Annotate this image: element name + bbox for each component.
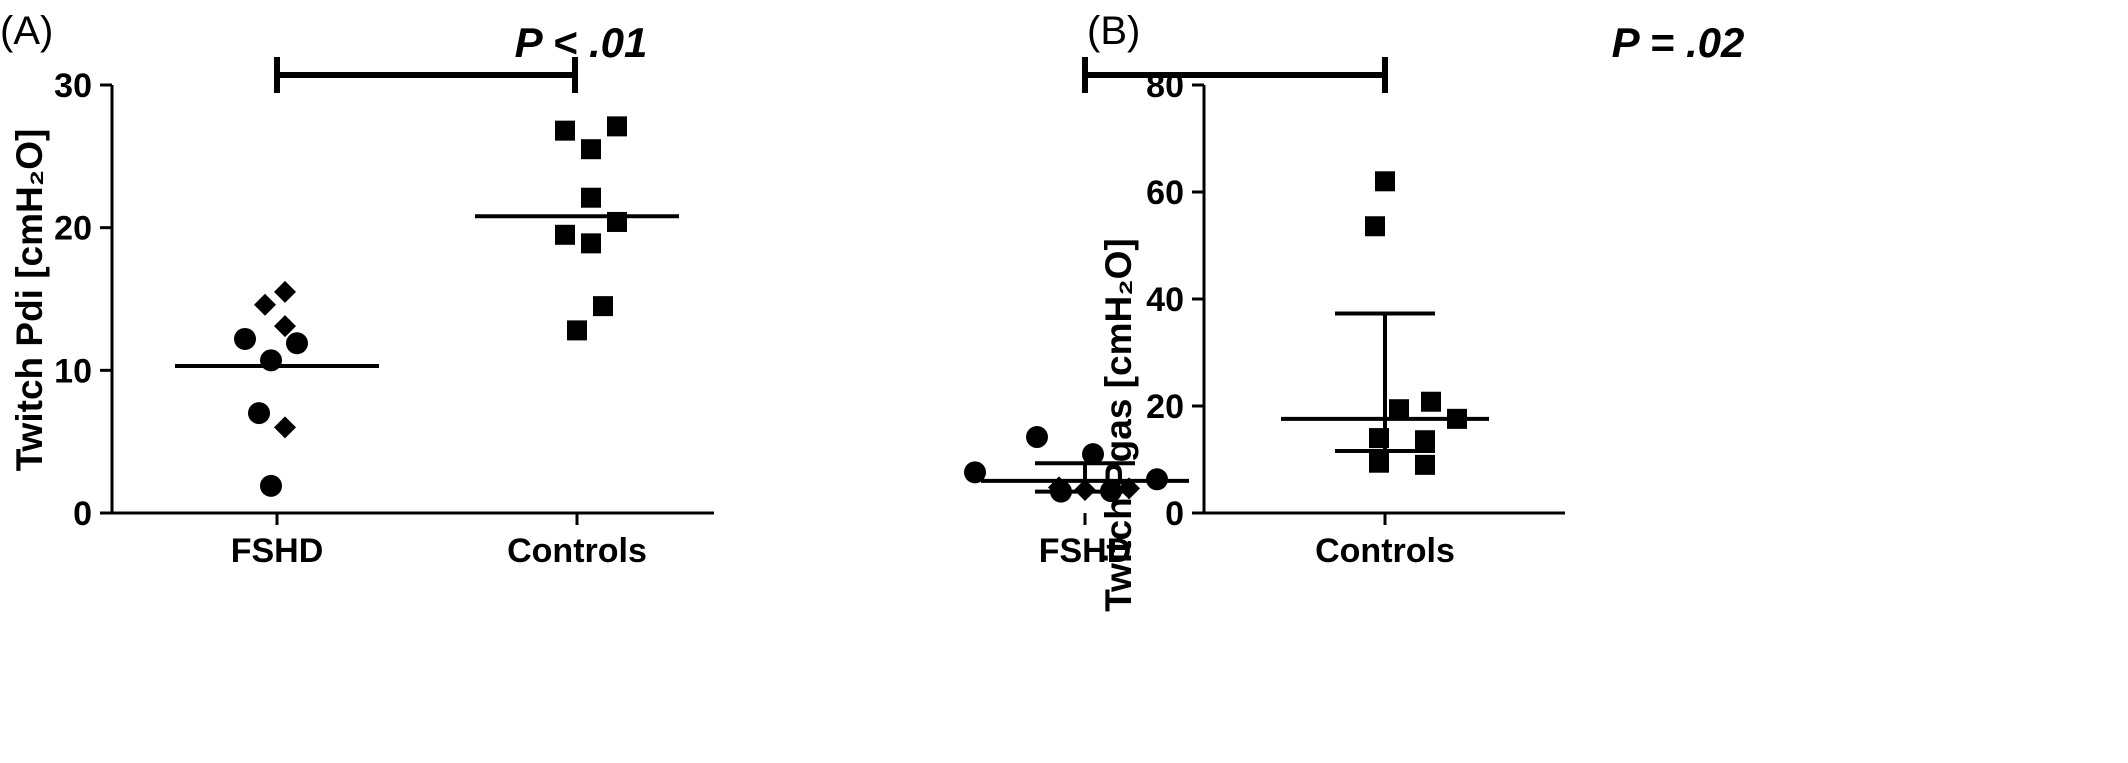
panel-b-y-tick-label: 0 — [1165, 495, 1184, 533]
panel-b-y-axis-label: Twitch Pgas [cmH₂O] — [1098, 238, 1139, 611]
panel-a-y-tick-label: 10 — [54, 352, 92, 390]
panel-a-fshd-data-point — [274, 315, 296, 338]
panel-a-fshd-data-point — [260, 349, 282, 372]
panel-a-fshd-data-point — [286, 332, 308, 355]
panel-a-controls-data-point — [581, 233, 601, 254]
panel-a-controls-data-point — [555, 224, 575, 245]
panel-b: (B) Twitch Pgas [cmH₂O] P = .02 02040608… — [964, 9, 1744, 612]
panel-b-controls-data-point — [1415, 454, 1435, 475]
panel-a-letter: (A) — [0, 9, 53, 53]
panel-b-x-tick-label-controls: Controls — [1315, 532, 1455, 570]
panel-b-controls-data-point — [1447, 408, 1467, 429]
panel-b-fshd-data-point — [964, 461, 986, 484]
panel-b-controls-data-point — [1369, 452, 1389, 473]
panel-b-significance-label: P = .02 — [1612, 19, 1745, 66]
panel-a-x-tick-label-controls: Controls — [507, 532, 647, 570]
panel-a-fshd-data-point — [260, 474, 282, 497]
panel-a-y-tick-label: 20 — [54, 210, 92, 248]
panel-b-y-tick-label: 60 — [1146, 174, 1184, 212]
panel-b-controls-data-point — [1415, 430, 1435, 451]
panel-b-significance-bracket — [1082, 57, 1388, 93]
panel-b-controls-data-point — [1389, 399, 1409, 420]
panel-a-fshd-data-point — [254, 293, 276, 316]
panel-b-x-tick-label-fshd: FSHD — [1039, 532, 1132, 570]
panel-b-fshd-data-point — [1100, 480, 1122, 503]
panel-a-controls-data-point — [567, 320, 587, 341]
panel-a-controls-data-point — [555, 120, 575, 141]
panel-a-fshd-data-point — [248, 402, 270, 425]
panel-a: (A) Twitch Pdi [cmH₂O] P < .01 0 10 20 30 FS… — [0, 9, 714, 570]
panel-a-y-tick-label: 30 — [54, 67, 92, 105]
panel-b-controls-data-point — [1369, 428, 1389, 449]
panel-a-y-axis-label: Twitch Pdi [cmH₂O] — [9, 129, 50, 472]
panel-b-fshd-data-point — [1074, 478, 1096, 501]
panel-a-significance-label: P < .01 — [515, 19, 648, 66]
panel-a-controls-data-point — [593, 296, 613, 317]
panel-b-letter: (B) — [1087, 9, 1140, 53]
panel-b-controls-data-point — [1365, 216, 1385, 237]
panel-a-fshd-data-point — [274, 280, 296, 303]
panel-a-controls-data-point — [607, 116, 627, 137]
panel-b-y-tick-label: 40 — [1146, 281, 1184, 319]
panel-b-y-tick-label: 20 — [1146, 388, 1184, 426]
panel-b-controls-data-point — [1421, 391, 1441, 412]
panel-b-fshd-data-point — [1026, 426, 1048, 449]
panel-a-y-tick-label: 0 — [73, 495, 92, 533]
panel-a-controls-data-point — [581, 187, 601, 208]
panel-a-x-tick-label-fshd: FSHD — [231, 532, 324, 570]
panel-a-fshd-data-point — [234, 327, 256, 350]
panel-b-fshd-data-point — [1118, 477, 1140, 500]
panel-b-fshd-data-point — [1050, 480, 1072, 503]
panel-b-fshd-data-point — [1082, 443, 1104, 466]
panel-a-fshd-data-point — [274, 416, 296, 439]
panel-a-controls-data-point — [581, 139, 601, 160]
panel-a-significance-bracket — [274, 57, 578, 93]
panel-b-fshd-data-point — [1146, 468, 1168, 491]
panel-a-controls-data-point — [607, 211, 627, 232]
panel-b-controls-data-point — [1375, 171, 1395, 192]
